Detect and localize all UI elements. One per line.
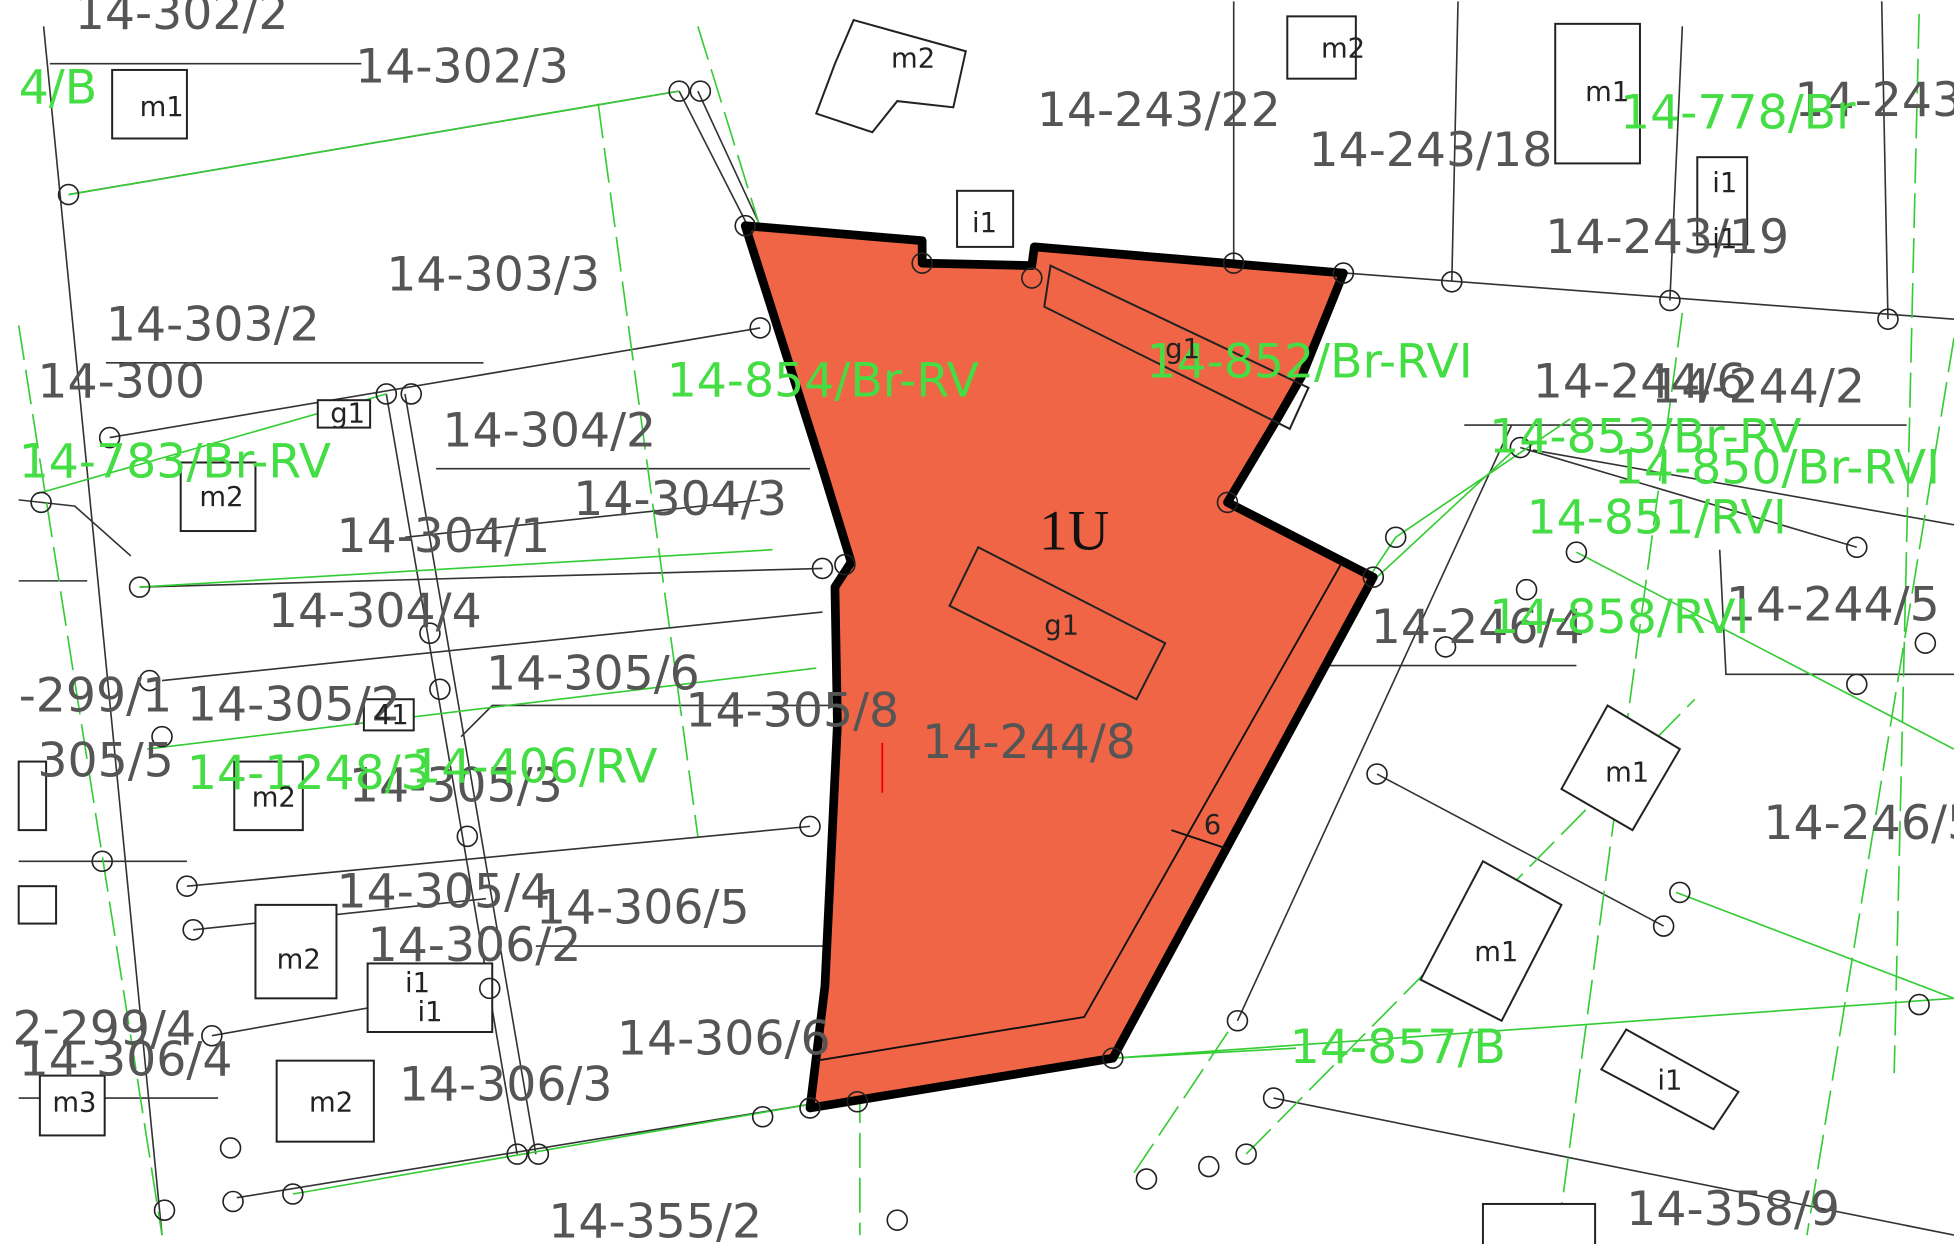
building-label: i1 — [972, 208, 997, 239]
survey-point — [223, 1192, 243, 1212]
survey-point — [1227, 1011, 1247, 1031]
survey-point — [1847, 674, 1867, 694]
land-use-label: 14-851/RVI — [1527, 491, 1787, 546]
building-label: m2 — [891, 43, 935, 74]
parcel-label: 14-358/9 — [1626, 1182, 1840, 1237]
parcel-label: 14-306/6 — [617, 1011, 831, 1066]
building-label: m1 — [1585, 77, 1629, 108]
parcel-label: 14-244/8 — [922, 715, 1136, 770]
land-use-label: 14-858/RVI — [1489, 590, 1749, 645]
parcel-label: 14-355/2 — [548, 1195, 762, 1244]
parcel-label: 14-303/2 — [106, 297, 320, 352]
survey-point — [887, 1210, 907, 1230]
land-use-label: 14-854/Br-RV — [667, 353, 979, 408]
building-label: i1 — [1712, 168, 1737, 199]
land-use-label: 14-406/RV — [411, 740, 657, 795]
parcel-label: 14-302/3 — [355, 39, 569, 94]
dimension-label: 6 — [1204, 810, 1221, 841]
building-label: m2 — [199, 482, 243, 513]
building-label: i1 — [1657, 1065, 1682, 1096]
building-label: g1 — [330, 399, 365, 430]
survey-point — [1199, 1157, 1219, 1177]
parcel-label: 14-303/3 — [386, 248, 600, 303]
zone-label: 1U — [1039, 500, 1109, 563]
parcel-label: 14-304/1 — [336, 509, 550, 564]
parcel-label: -299/1 — [19, 669, 173, 724]
building-label: m2 — [277, 944, 321, 975]
land-use-label: 14-783/Br-RV — [19, 434, 331, 489]
parcel-label: 14-243/19 — [1545, 210, 1789, 265]
parcel-label: 14-246/5 — [1763, 796, 1954, 851]
building-label: m1 — [1605, 758, 1649, 789]
parcel-label: 14-304/3 — [573, 472, 787, 527]
parcel-label: 14-306/2 — [368, 918, 582, 973]
building-label: m1 — [140, 92, 184, 123]
building-label: i1 — [417, 997, 442, 1028]
parcel-label: 14-306/3 — [399, 1058, 613, 1113]
survey-point — [1137, 1169, 1157, 1189]
parcel-label: 14-304/2 — [442, 403, 656, 458]
building-label: m3 — [52, 1088, 96, 1119]
parcel-label: 305/5 — [37, 734, 173, 789]
parcel-label: 14-243/18 — [1308, 123, 1552, 178]
survey-point — [1915, 633, 1935, 653]
parcel-label: 14-305/8 — [685, 684, 899, 739]
building-label: m2 — [1321, 33, 1365, 64]
survey-point — [221, 1138, 241, 1158]
survey-point — [457, 826, 477, 846]
parcel-label: 14-305/6 — [486, 646, 700, 701]
building-label: i1 — [405, 968, 430, 999]
page: 1U 14-302/2 14-302/3 14-243/22 14-243/18… — [0, 0, 1954, 1244]
survey-point — [1847, 537, 1867, 557]
land-use-label: 14-1248/3 — [187, 746, 431, 801]
building-label: i1 — [1712, 224, 1737, 255]
parcel-label: 14-302/2 — [75, 0, 289, 41]
survey-point — [528, 1144, 548, 1164]
survey-point — [1909, 995, 1929, 1015]
land-use-label: 14-850/Br-RVI — [1614, 441, 1940, 496]
land-use-label: 14-857/B — [1290, 1020, 1506, 1075]
cadastral-map: 1U 14-302/2 14-302/3 14-243/22 14-243/18… — [0, 0, 1954, 1244]
building-label: 41 — [374, 700, 409, 731]
survey-point — [155, 1200, 175, 1220]
building-label: m2 — [252, 782, 296, 813]
parcel-label: 14-243/22 — [1037, 83, 1281, 138]
building-label: m2 — [309, 1088, 353, 1119]
land-use-label: 14-778/Br — [1620, 86, 1856, 141]
survey-point — [430, 679, 450, 699]
parcel-label: 14-244/5 — [1726, 578, 1940, 633]
survey-point — [669, 81, 689, 101]
survey-point — [1670, 882, 1690, 902]
land-use-label: 4/B — [19, 61, 98, 116]
parcel-label: 14-300 — [37, 355, 205, 410]
building-label: m1 — [1474, 937, 1518, 968]
parcel-label: 14-305/2 — [187, 677, 401, 732]
survey-point — [753, 1107, 773, 1127]
survey-point — [59, 185, 79, 205]
parcel-label: 14-305/4 — [336, 864, 550, 919]
parcel-label: 14-244/2 — [1651, 360, 1865, 415]
building-label: g1 — [1044, 610, 1079, 641]
parcel-label: 14-306/4 — [19, 1033, 233, 1088]
building-label: g1 — [1165, 334, 1200, 365]
parcel-label: 14-304/4 — [268, 584, 482, 639]
